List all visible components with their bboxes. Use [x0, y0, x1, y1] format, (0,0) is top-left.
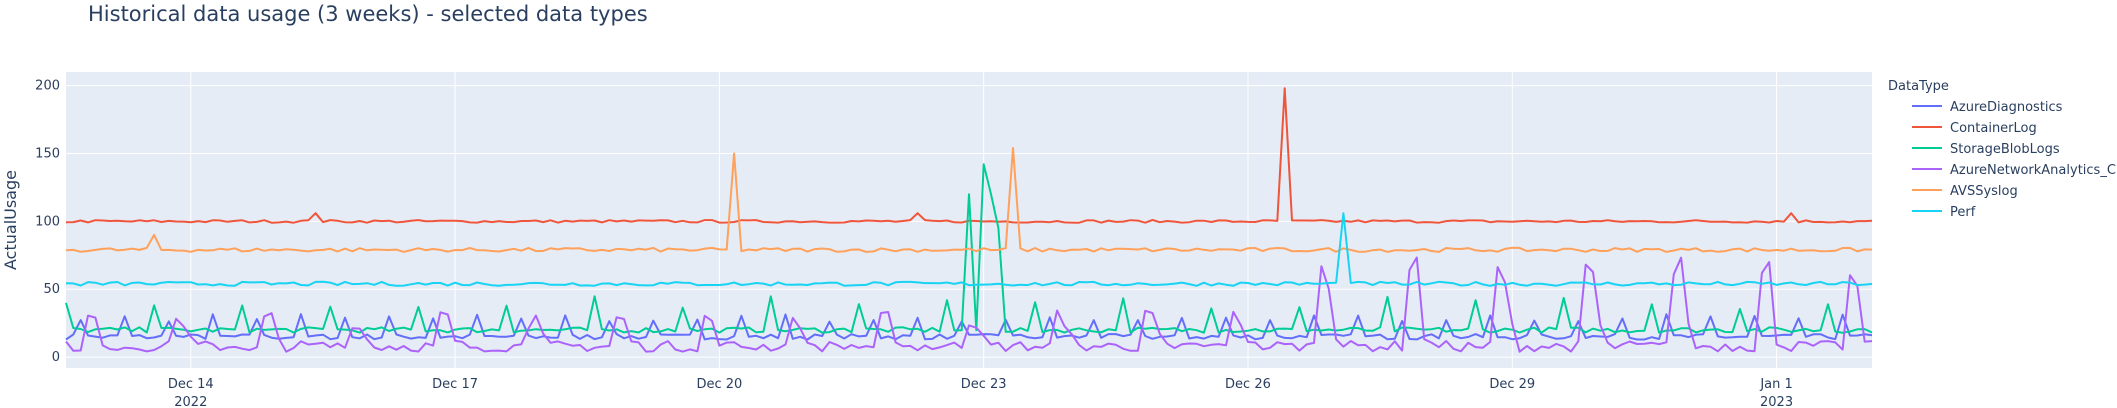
x-tick-label: Dec 14 [168, 377, 214, 392]
x-tick-label: Jan 1 [1759, 377, 1792, 392]
y-tick-label: 50 [43, 282, 60, 297]
series-lines [65, 87, 1873, 353]
axis-ticks: 0 50 100 150 200 Dec 14 2022 Dec 17 Dec 20 Dec 23… [35, 79, 1793, 408]
legend-title: DataType [1888, 79, 1949, 94]
series-line-containerlog [65, 87, 1873, 224]
series-line-azurenetworkanalytics-cl [65, 256, 1873, 353]
x-tick-year-label: 2023 [1760, 395, 1793, 408]
legend-item-label: ContainerLog [1950, 121, 2037, 136]
legend-item-label: Perf [1950, 205, 1976, 220]
chart-title: Historical data usage (3 weeks) - select… [88, 2, 648, 26]
y-tick-label: 150 [35, 146, 60, 161]
series-line-avssyslog [65, 147, 1873, 253]
y-tick-label: 100 [35, 214, 60, 229]
series-line-perf [65, 212, 1873, 287]
x-tick-label: Dec 23 [961, 377, 1007, 392]
x-tick-label: Dec 17 [432, 377, 478, 392]
series-line-storagebloblogs [65, 163, 1873, 334]
legend-item-label: AVSSyslog [1950, 184, 2018, 199]
x-tick-label: Dec 26 [1225, 377, 1271, 392]
legend-item-label: StorageBlobLogs [1950, 142, 2060, 157]
x-tick-label: Dec 29 [1489, 377, 1535, 392]
y-tick-label: 0 [52, 350, 60, 365]
legend-item-label: AzureNetworkAnalytics_CL [1950, 163, 2117, 178]
y-axis-title: ActualUsage [1, 170, 20, 270]
x-tick-year-label: 2022 [174, 395, 207, 408]
legend: AzureDiagnostics ContainerLog StorageBlobL… [1912, 100, 2117, 220]
x-tick-label: Dec 20 [696, 377, 742, 392]
y-tick-label: 200 [35, 79, 60, 94]
legend-item-label: AzureDiagnostics [1950, 100, 2063, 115]
series-line-azurediagnostics [65, 313, 1873, 341]
